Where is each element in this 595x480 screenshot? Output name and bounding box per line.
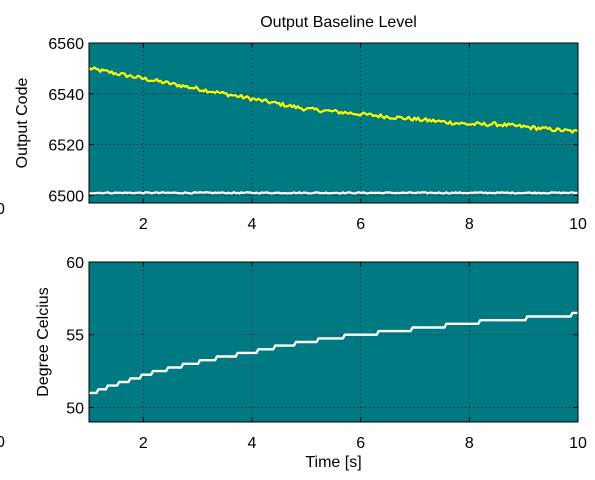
x-tick-label: 4 bbox=[248, 435, 257, 452]
y-tick-label: 6560 bbox=[48, 36, 84, 53]
series-line-2 bbox=[88, 191, 579, 195]
x-tick-label: 10 bbox=[569, 435, 587, 452]
x-tick-label: 8 bbox=[465, 435, 474, 452]
y-tick-label: 6540 bbox=[48, 87, 84, 104]
clipped-tick-label: 0 bbox=[0, 434, 5, 451]
axes-frame bbox=[88, 42, 579, 204]
y-tick-label: 60 bbox=[66, 255, 84, 272]
chart-1: 2 4 6 8 10 6500 6520 6540 6560 Output Baseline Le… bbox=[0, 14, 587, 233]
x-tick-label: 2 bbox=[139, 216, 148, 233]
y-tick-label: 50 bbox=[66, 400, 84, 417]
x-tick-label: 6 bbox=[356, 216, 365, 233]
axes-frame bbox=[88, 261, 579, 423]
x-tick-label: 6 bbox=[356, 435, 365, 452]
chart-title: Output Baseline Level bbox=[260, 14, 417, 31]
series-line-1 bbox=[89, 311, 578, 395]
y-axis-label: Degree Celcius bbox=[35, 287, 52, 396]
x-tick-label: 2 bbox=[139, 435, 148, 452]
clipped-tick-label: 0 bbox=[0, 201, 5, 218]
series-line-1 bbox=[88, 66, 579, 134]
x-tick-label: 8 bbox=[465, 216, 474, 233]
x-tick-label: 10 bbox=[569, 216, 587, 233]
chart-2: 2 4 6 8 10 50 55 60 Time [s] Degree Celcius 0 bbox=[0, 255, 587, 471]
x-tick-label: 4 bbox=[248, 216, 257, 233]
y-tick-label: 55 bbox=[66, 328, 84, 345]
y-tick-label: 6520 bbox=[48, 138, 84, 155]
y-axis-label: Output Code bbox=[14, 78, 31, 169]
plot-area bbox=[89, 262, 578, 422]
x-axis-label: Time [s] bbox=[305, 454, 361, 471]
y-tick-label: 6500 bbox=[48, 188, 84, 205]
